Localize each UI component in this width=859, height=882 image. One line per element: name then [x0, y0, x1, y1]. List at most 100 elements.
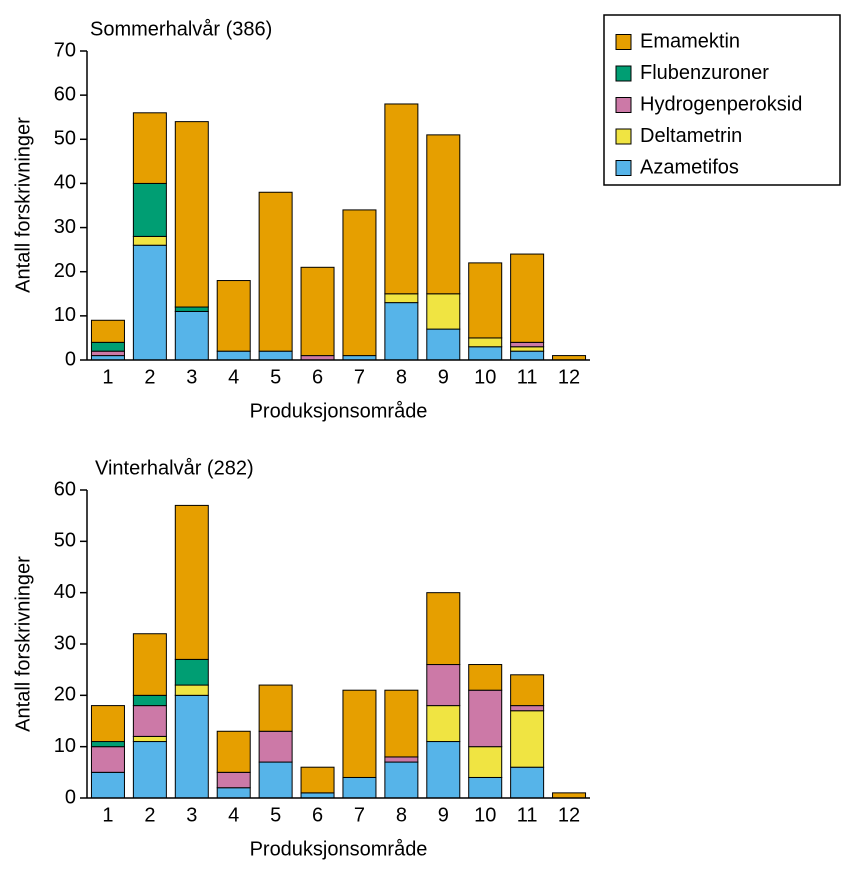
x-axis-label: Produksjonsområde [250, 838, 428, 860]
bar-segment [510, 341, 545, 348]
bar-segment [90, 746, 125, 773]
x-tick-label: 7 [354, 366, 365, 388]
bar-segment [216, 350, 251, 361]
y-tick-label: 30 [54, 632, 76, 654]
legend-swatch [615, 128, 632, 145]
bar-segment [132, 244, 167, 361]
x-tick-label: 2 [144, 366, 155, 388]
x-tick-label: 5 [270, 804, 281, 826]
x-tick-label: 8 [396, 366, 407, 388]
bar-segment [468, 262, 503, 339]
x-axis-label: Produksjonsområde [250, 400, 428, 422]
bar-segment [90, 705, 125, 743]
legend-swatch [615, 97, 632, 113]
legend-label: Hydrogenperoksid [640, 93, 802, 115]
bar-segment [132, 705, 167, 737]
bar-segment [132, 735, 167, 743]
x-tick-label: 9 [438, 366, 449, 388]
legend-swatch [615, 65, 632, 82]
y-tick-label: 40 [54, 581, 76, 603]
y-tick-label: 70 [54, 39, 76, 61]
x-tick-label: 11 [517, 804, 538, 826]
bar-segment [258, 191, 293, 352]
bar-segment [300, 266, 335, 357]
bar-segment [90, 319, 125, 343]
x-tick-label: 11 [517, 366, 538, 388]
x-tick-label: 10 [474, 366, 496, 388]
legend-label: Flubenzuroner [640, 62, 769, 84]
y-tick-label: 40 [54, 172, 76, 194]
legend-swatch [615, 160, 632, 176]
bar-segment [468, 664, 503, 691]
bar-segment [342, 689, 377, 778]
bar-segment [132, 235, 167, 246]
bar-segment [510, 346, 545, 352]
bar-segment [468, 689, 503, 748]
y-tick-label: 50 [54, 530, 76, 552]
bar-segment [132, 741, 167, 799]
x-tick-label: 3 [186, 804, 197, 826]
y-tick-label: 20 [54, 260, 76, 282]
y-tick-label: 60 [54, 478, 76, 500]
bar-segment [258, 730, 293, 763]
y-tick-label: 60 [54, 83, 76, 105]
bar-segment [426, 134, 461, 295]
x-tick-label: 3 [186, 366, 197, 388]
bar-segment [426, 592, 461, 666]
bar-segment [468, 776, 503, 799]
bar-segment [510, 710, 545, 768]
bar-segment [468, 746, 503, 778]
bar-segment [384, 761, 419, 799]
y-tick-label: 20 [54, 684, 76, 706]
x-tick-label: 8 [396, 804, 407, 826]
y-tick-label: 0 [65, 786, 76, 808]
bar-segment [384, 302, 419, 361]
bar-segment [216, 730, 251, 773]
y-tick-label: 10 [54, 304, 76, 326]
bar-segment [300, 792, 335, 799]
chart-title: Sommerhalvår (386) [90, 18, 272, 40]
y-axis-label: Antall forskrivninger [12, 556, 34, 732]
y-axis-label: Antall forskrivninger [12, 117, 34, 293]
x-tick-label: 6 [312, 366, 323, 388]
bar-segment [384, 756, 419, 763]
bar-segment [90, 771, 125, 799]
bar-segment [216, 280, 251, 352]
bar-segment [216, 787, 251, 799]
x-tick-label: 12 [558, 804, 580, 826]
x-tick-label: 5 [270, 366, 281, 388]
bar-segment [174, 121, 209, 308]
y-tick-label: 10 [54, 735, 76, 757]
bar-segment [258, 761, 293, 799]
bar-segment [216, 771, 251, 789]
bar-segment [300, 766, 335, 794]
y-tick-label: 50 [54, 128, 76, 150]
x-tick-label: 2 [144, 804, 155, 826]
y-tick-label: 30 [54, 216, 76, 238]
bar-segment [384, 103, 419, 295]
bar-segment [510, 766, 545, 799]
bar-segment [468, 346, 503, 361]
bar-segment [174, 310, 209, 361]
bar-segment [132, 112, 167, 184]
y-tick-label: 0 [65, 348, 76, 370]
x-tick-label: 4 [228, 804, 239, 826]
legend-swatch [615, 34, 632, 50]
bar-segment [132, 694, 167, 707]
legend-box [603, 14, 841, 186]
legend-label: Emamektin [640, 30, 740, 52]
x-tick-label: 9 [438, 804, 449, 826]
bar-segment [132, 182, 167, 237]
x-tick-label: 6 [312, 804, 323, 826]
bar-segment [384, 293, 419, 304]
bar-segment [174, 694, 209, 799]
chart-title: Vinterhalvår (282) [95, 457, 254, 479]
bar-segment [426, 664, 461, 707]
x-tick-label: 7 [354, 804, 365, 826]
bar-segment [132, 633, 167, 696]
bar-segment [342, 209, 377, 357]
x-tick-label: 4 [228, 366, 239, 388]
x-tick-label: 1 [102, 804, 113, 826]
bar-segment [174, 658, 209, 686]
x-tick-label: 1 [102, 366, 113, 388]
